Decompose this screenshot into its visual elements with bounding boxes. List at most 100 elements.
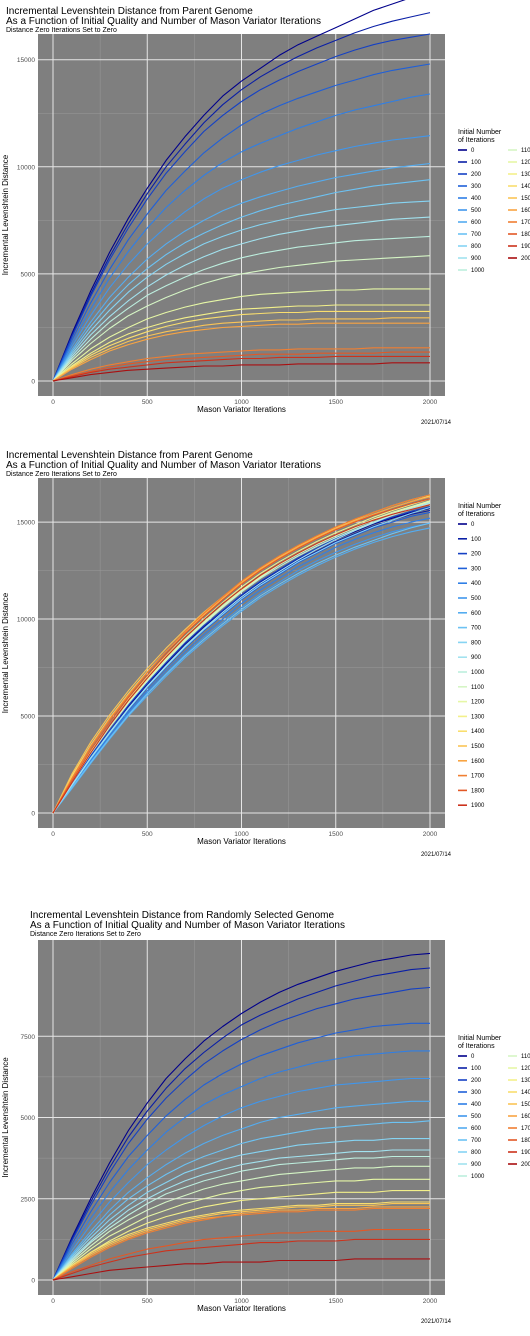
legend-title: Initial Number [458, 1035, 502, 1042]
y-axis-label: Incremental Levenshtein Distance [1, 592, 10, 713]
legend-label: 700 [471, 1138, 482, 1144]
chart-title: Incremental Levenshtein Distance from Ra… [30, 910, 334, 921]
legend-label: 800 [471, 244, 482, 250]
legend-label: 1800 [521, 1138, 530, 1144]
chart-note: Distance Zero Iterations Set to Zero [6, 471, 117, 478]
y-tick-label: 0 [31, 811, 35, 818]
series-line-1600 [52, 1206, 430, 1281]
legend-title: of Iterations [458, 511, 495, 518]
legend-label: 300 [471, 184, 482, 190]
series-line-100 [52, 12, 431, 382]
legend-label: 1300 [521, 1078, 530, 1084]
legend-label: 500 [471, 596, 482, 602]
legend-label: 700 [471, 626, 482, 632]
series-line-1700 [52, 347, 430, 382]
series-line-300 [52, 63, 431, 382]
series-line-900 [52, 1149, 430, 1281]
legend-label: 1900 [521, 244, 530, 250]
legend-label: 600 [471, 220, 482, 226]
legend-label: 1000 [471, 268, 485, 274]
chart-note: Distance Zero Iterations Set to Zero [6, 27, 117, 34]
legend-title: Initial Number [458, 129, 502, 136]
chart-title: Incremental Levenshtein Distance from Pa… [6, 450, 253, 461]
series-line-0 [52, 952, 431, 1281]
x-axis-label: Mason Variator Iterations [197, 405, 286, 414]
legend-label: 1400 [521, 1090, 530, 1096]
y-tick-label: 7500 [21, 1034, 36, 1041]
legend-label: 1300 [471, 714, 485, 720]
legend-label: 1100 [521, 148, 530, 154]
legend-label: 1600 [521, 208, 530, 214]
legend-label: 600 [471, 611, 482, 617]
series-line-1200 [52, 288, 430, 382]
legend-label: 400 [471, 196, 482, 202]
chart-caption: 2021/07/14 [421, 420, 452, 426]
legend-label: 800 [471, 640, 482, 646]
legend-label: 900 [471, 1162, 482, 1168]
legend-label: 200 [471, 1078, 482, 1084]
series-line-1400 [52, 1201, 430, 1281]
legend-label: 0 [471, 522, 475, 528]
legend-label: 1200 [521, 1066, 530, 1072]
legend-label: 200 [471, 172, 482, 178]
legend-label: 1700 [521, 1126, 530, 1132]
series-line-1000 [52, 1155, 430, 1281]
series-line-1800 [52, 1229, 430, 1281]
chart-subtitle: As a Function of Initial Quality and Num… [6, 16, 321, 27]
x-tick-label: 1500 [329, 1298, 344, 1305]
legend-label: 1500 [521, 196, 530, 202]
x-tick-label: 1500 [329, 831, 344, 838]
legend-label: 800 [471, 1150, 482, 1156]
legend-label: 0 [471, 148, 475, 154]
x-axis-label: Mason Variator Iterations [197, 1304, 286, 1313]
legend-label: 0 [471, 1054, 475, 1060]
series-line-900 [52, 216, 431, 382]
x-tick-label: 1000 [234, 1298, 249, 1305]
legend-title: Initial Number [458, 503, 502, 510]
legend-label: 600 [471, 1126, 482, 1132]
legend-label: 300 [471, 566, 482, 572]
chart-2: Incremental Levenshtein Distance from Pa… [1, 450, 502, 858]
series-line-1700 [52, 1207, 430, 1281]
series-line-1000 [52, 503, 431, 814]
chart-title: Incremental Levenshtein Distance from Pa… [6, 6, 253, 17]
legend-label: 100 [471, 1066, 482, 1072]
y-tick-label: 0 [31, 379, 35, 386]
series-line-1800 [52, 351, 430, 382]
x-axis-label: Mason Variator Iterations [197, 837, 286, 846]
x-tick-label: 2000 [423, 831, 438, 838]
legend-title: of Iterations [458, 137, 495, 144]
series-line-1600 [52, 322, 430, 382]
chart-subtitle: As a Function of Initial Quality and Num… [6, 460, 321, 471]
chart-subtitle: As a Function of Initial Quality and Num… [30, 920, 345, 931]
legend-label: 1900 [521, 1150, 530, 1156]
chart-3: Incremental Levenshtein Distance from Ra… [1, 910, 530, 1325]
series-line-700 [52, 179, 431, 382]
chart-caption: 2021/07/14 [421, 852, 452, 858]
y-tick-label: 5000 [21, 1115, 36, 1122]
series-line-1900 [52, 355, 430, 382]
y-tick-label: 2500 [21, 1196, 36, 1203]
legend-label: 700 [471, 232, 482, 238]
legend-label: 100 [471, 160, 482, 166]
legend-label: 300 [471, 1090, 482, 1096]
legend-label: 1100 [521, 1054, 530, 1060]
series-line-1600 [52, 496, 431, 814]
series-line-1200 [52, 1178, 430, 1281]
x-tick-label: 2000 [423, 399, 438, 406]
x-tick-label: 1000 [234, 831, 249, 838]
x-tick-label: 500 [142, 1298, 153, 1305]
series-line-600 [52, 527, 431, 814]
series-line-600 [52, 163, 431, 382]
y-tick-label: 10000 [17, 164, 35, 171]
series-line-1000 [52, 235, 431, 382]
y-tick-label: 5000 [21, 714, 36, 721]
series-line-200 [52, 986, 431, 1281]
legend-label: 1000 [471, 1174, 485, 1180]
series-line-1500 [52, 1203, 430, 1281]
series-line-2000 [52, 362, 430, 382]
y-tick-label: 15000 [17, 57, 35, 64]
legend-label: 1700 [521, 220, 530, 226]
series-line-1700 [52, 494, 431, 814]
